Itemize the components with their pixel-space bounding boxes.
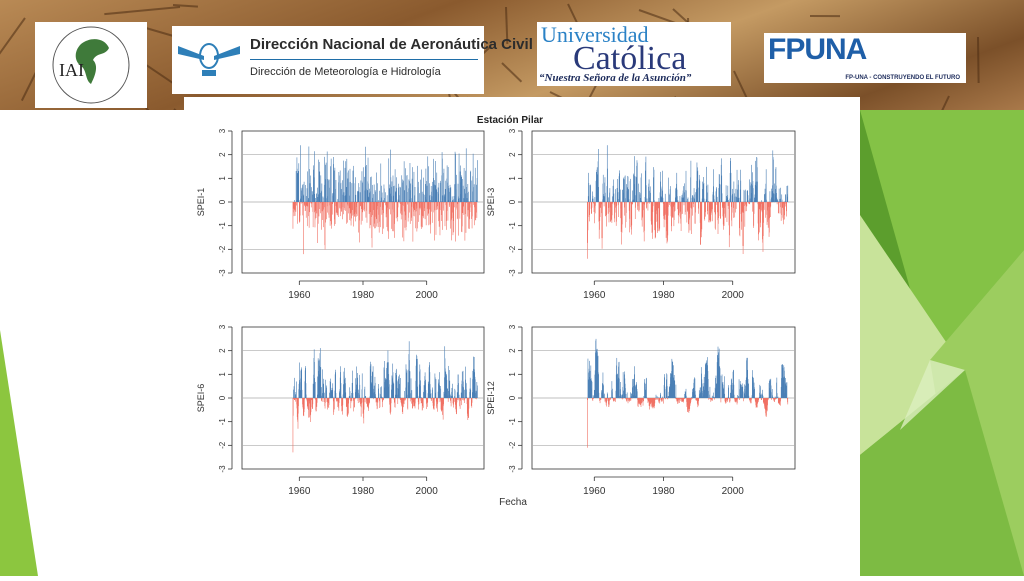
y-tick-label: 2 (508, 348, 517, 353)
y-tick-label: 0 (218, 199, 227, 204)
uc-line1: Universidad (541, 22, 649, 47)
fpuna-tagline: FP-UNA - CONSTRUYENDO EL FUTURO (845, 75, 960, 81)
x-tick-label: 1960 (583, 486, 606, 497)
x-tick-label: 2000 (416, 486, 439, 497)
dinac-logo: Dirección Nacional de Aeronáutica Civil … (172, 26, 533, 94)
y-tick-label: 3 (218, 324, 227, 329)
y-tick-label: -3 (508, 465, 517, 473)
y-axis-label: SPEI-12 (486, 381, 496, 415)
y-tick-label: -2 (508, 441, 517, 449)
figure-panel: Estación Pilar Fecha -3 -2 -1 0 1 2 3 SPEI-1 196… (184, 97, 860, 576)
uc-logo: Universidad Católica “Nuestra Señora de … (537, 22, 731, 86)
dinac-subtitle: Dirección de Meteorología e Hidrología (250, 66, 441, 78)
y-tick-label: 0 (508, 199, 517, 204)
y-tick-label: 0 (218, 395, 227, 400)
x-tick-label: 1980 (352, 486, 375, 497)
fpuna-logo: FPUNA FP-UNA - CONSTRUYENDO EL FUTURO (764, 33, 966, 83)
y-tick-label: -2 (218, 245, 227, 253)
y-tick-label: 3 (508, 324, 517, 329)
y-axis-label: SPEI-1 (196, 188, 206, 217)
y-tick-label: 2 (218, 152, 227, 157)
y-tick-label: -1 (218, 418, 227, 426)
y-tick-label: 2 (218, 348, 227, 353)
x-tick-label: 1960 (288, 486, 311, 497)
y-tick-label: 0 (508, 395, 517, 400)
iai-label: IAI (59, 60, 84, 80)
y-tick-label: -1 (508, 222, 517, 230)
y-tick-label: 1 (508, 372, 517, 377)
uc-motto: “Nuestra Señora de la Asunción” (539, 72, 692, 84)
y-tick-label: -2 (218, 441, 227, 449)
uc-line2: Católica (573, 40, 687, 77)
x-axis-label: Fecha (499, 497, 527, 508)
x-tick-label: 2000 (416, 290, 439, 301)
dinac-divider (250, 59, 478, 60)
x-tick-label: 1980 (652, 486, 675, 497)
y-axis-label: SPEI-3 (486, 188, 496, 217)
y-tick-label: 3 (508, 128, 517, 133)
y-tick-label: 3 (218, 128, 227, 133)
y-tick-label: 1 (508, 176, 517, 181)
y-tick-label: -1 (218, 222, 227, 230)
chart-title: Estación Pilar (477, 115, 543, 126)
fpuna-wordmark: FPUNA (768, 33, 867, 66)
x-tick-label: 1980 (352, 290, 375, 301)
x-tick-label: 1960 (583, 290, 606, 301)
x-tick-label: 1960 (288, 290, 311, 301)
dinac-emblem-icon (178, 43, 240, 76)
spei-chart: Estación Pilar Fecha -3 -2 -1 0 1 2 3 SPEI-1 196… (196, 115, 796, 508)
dinac-title: Dirección Nacional de Aeronáutica Civil (250, 36, 533, 53)
y-tick-label: -3 (218, 269, 227, 277)
header-banner: IAI Dirección Nacional de Aeronáutica Ci… (0, 0, 1024, 110)
x-tick-label: 1980 (652, 290, 675, 301)
x-tick-label: 2000 (722, 290, 745, 301)
y-tick-label: -3 (508, 269, 517, 277)
y-tick-label: 2 (508, 152, 517, 157)
y-tick-label: -2 (508, 245, 517, 253)
x-tick-label: 2000 (722, 486, 745, 497)
y-tick-label: 1 (218, 372, 227, 377)
iai-logo: IAI (35, 22, 147, 108)
y-tick-label: -3 (218, 465, 227, 473)
y-axis-label: SPEI-6 (196, 384, 206, 413)
y-tick-label: -1 (508, 418, 517, 426)
y-tick-label: 1 (218, 176, 227, 181)
